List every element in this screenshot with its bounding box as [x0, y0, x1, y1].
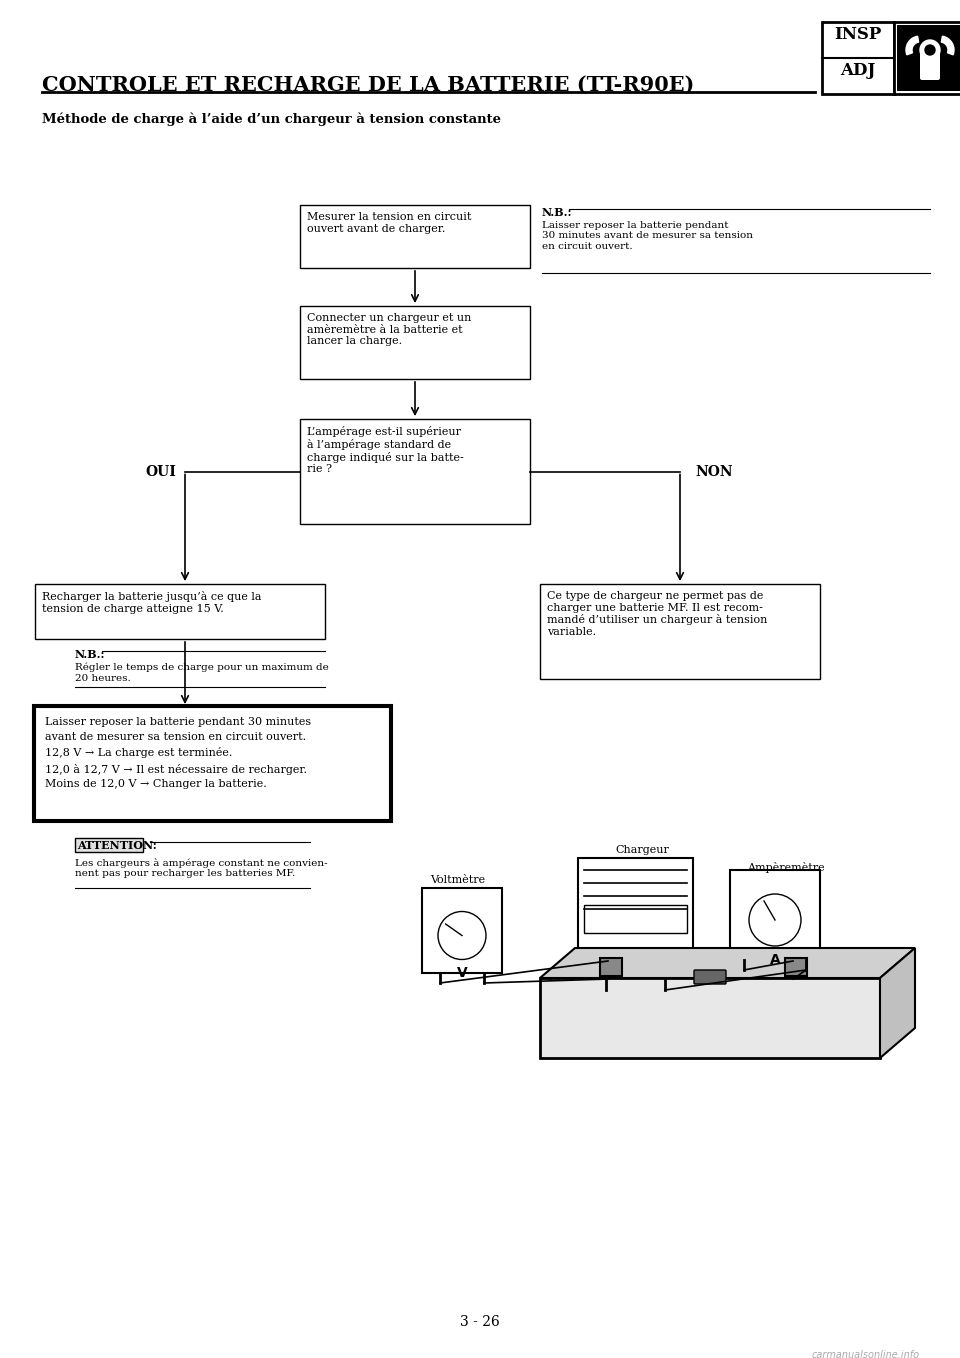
Text: A: A: [770, 953, 780, 967]
Text: OUI: OUI: [145, 464, 176, 478]
Text: N.B.:: N.B.:: [75, 649, 106, 660]
Bar: [35, 584, 325, 640]
Bar: [785, 957, 807, 976]
Text: V: V: [457, 966, 468, 980]
Text: Chargeur: Chargeur: [615, 845, 669, 856]
Bar: [300, 420, 530, 524]
Text: carmanualsonline.info: carmanualsonline.info: [812, 1350, 920, 1358]
Bar: [35, 708, 390, 820]
Text: Voltmètre: Voltmètre: [430, 875, 485, 885]
Text: Ce type de chargeur ne permet pas de
charger une batterie MF. Il est recom-
mand: Ce type de chargeur ne permet pas de cha…: [547, 591, 767, 637]
Bar: [33, 705, 392, 822]
Bar: [300, 306, 530, 379]
Text: ATTENTION:: ATTENTION:: [77, 841, 156, 851]
Text: Laisser reposer la batterie pendant 30 minutes
avant de mesurer sa tension en ci: Laisser reposer la batterie pendant 30 m…: [45, 717, 311, 789]
Text: Connecter un chargeur et un
amèremètre à la batterie et
lancer la charge.: Connecter un chargeur et un amèremètre à…: [307, 312, 471, 346]
Circle shape: [749, 894, 801, 947]
Text: Régler le temps de charge pour un maximum de
20 heures.: Régler le temps de charge pour un maximu…: [75, 663, 328, 683]
Bar: [540, 978, 880, 1058]
Text: Les chargeurs à ampérage constant ne convien-
nent pas pour recharger les batter: Les chargeurs à ampérage constant ne con…: [75, 858, 327, 879]
Bar: [584, 904, 687, 933]
Bar: [822, 22, 894, 94]
Bar: [75, 838, 143, 851]
Bar: [897, 24, 960, 91]
Text: Laisser reposer la batterie pendant
30 minutes avant de mesurer sa tension
en ci: Laisser reposer la batterie pendant 30 m…: [542, 221, 753, 251]
Bar: [300, 205, 530, 268]
Text: ADJ: ADJ: [840, 62, 876, 79]
Text: Mesurer la tension en circuit
ouvert avant de charger.: Mesurer la tension en circuit ouvert ava…: [307, 212, 471, 234]
Circle shape: [925, 45, 935, 56]
Bar: [894, 22, 960, 94]
Text: 3 - 26: 3 - 26: [460, 1315, 500, 1329]
Bar: [422, 888, 502, 972]
Wedge shape: [942, 37, 954, 54]
Bar: [540, 584, 820, 679]
Text: NON: NON: [695, 464, 732, 478]
Bar: [730, 870, 820, 960]
Circle shape: [438, 911, 486, 960]
Bar: [600, 957, 622, 976]
FancyBboxPatch shape: [694, 970, 726, 985]
FancyBboxPatch shape: [920, 50, 940, 80]
Text: INSP: INSP: [834, 26, 881, 43]
Text: Méthode de charge à l’aide d’un chargeur à tension constante: Méthode de charge à l’aide d’un chargeur…: [42, 111, 501, 125]
Text: Ampèremètre: Ampèremètre: [747, 862, 825, 873]
Circle shape: [920, 39, 940, 60]
Bar: [578, 858, 693, 978]
Text: L’ampérage est-il supérieur
à l’ampérage standard de
charge indiqué sur la batte: L’ampérage est-il supérieur à l’ampérage…: [307, 426, 464, 474]
Polygon shape: [880, 948, 915, 1058]
Wedge shape: [906, 37, 919, 54]
Text: N.B.:: N.B.:: [542, 206, 572, 219]
Text: Recharger la batterie jusqu’à ce que la
tension de charge atteigne 15 V.: Recharger la batterie jusqu’à ce que la …: [42, 591, 261, 614]
Text: CONTROLE ET RECHARGE DE LA BATTERIE (TT-R90E): CONTROLE ET RECHARGE DE LA BATTERIE (TT-…: [42, 75, 694, 95]
Polygon shape: [540, 948, 915, 978]
